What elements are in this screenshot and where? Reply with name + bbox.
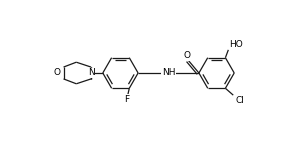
Text: O: O: [184, 51, 191, 60]
Text: NH: NH: [162, 68, 175, 77]
Text: HO: HO: [229, 40, 243, 49]
Text: N: N: [88, 68, 94, 77]
Text: Cl: Cl: [235, 96, 244, 105]
Text: F: F: [124, 95, 129, 104]
Text: O: O: [53, 68, 60, 77]
